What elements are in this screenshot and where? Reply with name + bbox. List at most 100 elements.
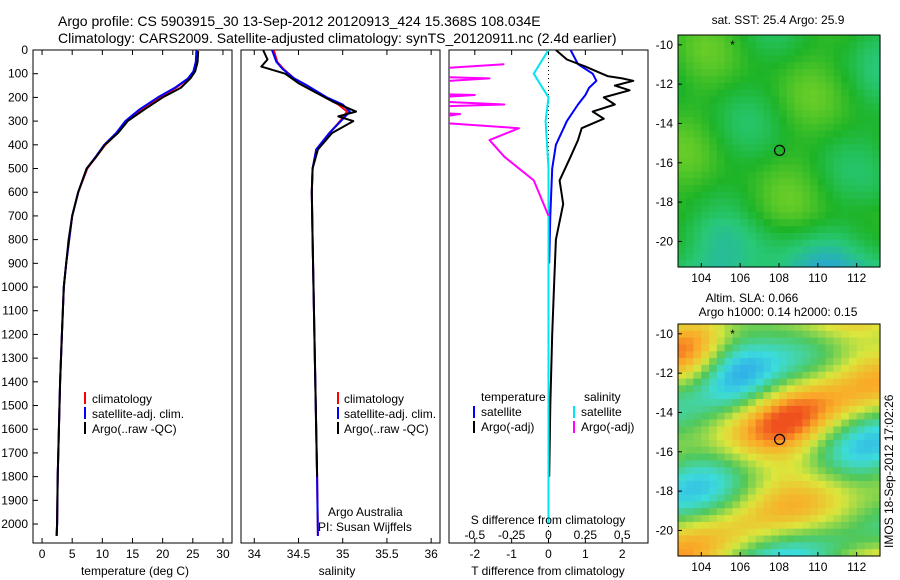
map-cell	[794, 198, 803, 207]
map-cell	[678, 103, 687, 111]
map-cell	[817, 205, 827, 213]
map-cell	[794, 501, 803, 509]
map-cell	[678, 226, 687, 234]
map-cell	[755, 103, 765, 111]
map-cell	[747, 351, 757, 359]
map-cell	[732, 521, 741, 530]
map-cell	[802, 460, 811, 468]
map-cell	[724, 130, 733, 138]
map-cell	[864, 253, 873, 261]
map-cell	[856, 412, 866, 421]
map-cell	[856, 521, 866, 530]
map-cell	[732, 399, 741, 407]
map-cell	[693, 239, 702, 248]
map-cell	[841, 103, 850, 111]
map-cell	[724, 385, 733, 393]
map-cell	[856, 69, 866, 77]
map-cell	[817, 123, 827, 132]
map-cell	[747, 110, 757, 118]
map-cell	[763, 528, 772, 537]
map-cell	[747, 130, 757, 138]
map-cell	[755, 521, 765, 530]
map-cell	[872, 185, 881, 193]
map-cell	[856, 392, 866, 400]
map-cell	[872, 515, 881, 523]
map-cell	[802, 501, 811, 509]
map-cell	[841, 82, 850, 91]
map-cell	[779, 191, 788, 200]
map-cell	[755, 89, 765, 97]
map-cell	[848, 419, 858, 427]
map-cell	[771, 116, 780, 125]
map-cell	[701, 239, 710, 248]
map-cell	[693, 330, 702, 339]
map-cell	[740, 151, 749, 159]
map-cell	[763, 344, 772, 352]
map-cell	[771, 164, 780, 172]
map-cell	[856, 178, 866, 186]
map-cell	[693, 494, 702, 502]
temperature-series	[55, 50, 200, 536]
map-cell	[856, 205, 866, 213]
map-cell	[693, 378, 702, 386]
map-cell	[678, 324, 687, 332]
map-cell	[779, 246, 788, 254]
map-cell	[864, 123, 873, 132]
map-cell	[872, 232, 881, 241]
map-cell	[716, 330, 726, 339]
map-cell	[794, 137, 803, 145]
map-cell	[817, 41, 827, 50]
map-cell	[771, 521, 780, 530]
map-lon-label: 110	[808, 271, 827, 285]
map-cell	[841, 344, 850, 352]
map-cell	[810, 549, 819, 557]
map-cell	[856, 171, 866, 179]
map-cell	[856, 164, 866, 172]
map-cell	[740, 137, 749, 145]
map-cell	[740, 116, 749, 125]
map-cell	[747, 501, 757, 509]
map-cell	[740, 253, 749, 261]
map-cell	[817, 212, 827, 220]
map-cell	[825, 358, 834, 366]
map-cell	[833, 528, 842, 537]
map-cell	[709, 144, 718, 152]
map-cell	[872, 226, 881, 234]
map-cell	[771, 185, 780, 193]
map-cell	[771, 110, 780, 118]
difference-legend: temperature salinity satellite satellite…	[473, 390, 634, 434]
argo-position-marker	[773, 433, 786, 446]
map-cell	[740, 399, 749, 407]
map-cell	[678, 191, 687, 200]
map-cell	[763, 433, 772, 441]
map-cell	[763, 371, 772, 380]
map-cell	[724, 191, 733, 200]
map-cell	[779, 487, 788, 496]
temperature-x-tick-label: 25	[186, 547, 200, 561]
map-cell	[810, 508, 819, 516]
map-cell	[732, 62, 741, 70]
map-cell	[771, 96, 780, 104]
map-cell	[856, 226, 866, 234]
map-cell	[779, 330, 788, 339]
depth-axis: 0100200300400500600700800900100011001200…	[1, 43, 38, 531]
map-cell	[755, 116, 765, 125]
map-cell	[693, 82, 702, 91]
map-cell	[732, 191, 741, 200]
map-cell	[724, 164, 733, 172]
map-cell	[817, 487, 827, 496]
map-cell	[786, 69, 796, 77]
map-cell	[794, 508, 803, 516]
map-cell	[709, 460, 718, 468]
map-cell	[817, 399, 827, 407]
map-cell	[724, 219, 733, 227]
map-cell	[786, 521, 796, 530]
map-cell	[848, 508, 858, 516]
map-cell	[786, 75, 796, 84]
map-cell	[732, 123, 741, 132]
map-cell	[685, 487, 695, 496]
map-cell	[794, 337, 803, 345]
map-cell	[701, 515, 710, 523]
map-cell	[763, 226, 772, 234]
depth-tick-label: 600	[8, 185, 28, 199]
